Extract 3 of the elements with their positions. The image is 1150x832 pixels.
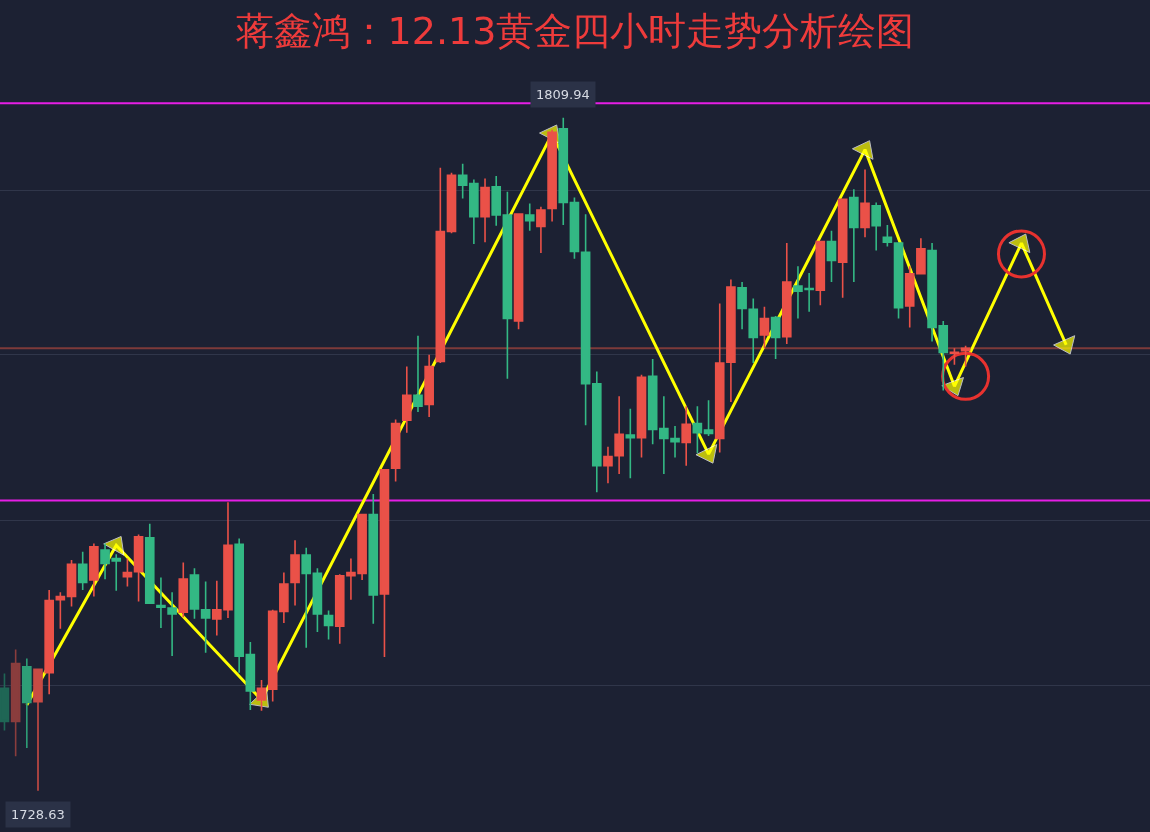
annotation: 1728.63 <box>11 807 65 822</box>
chart-title: 蒋鑫鸿：12.13黄金四小时走势分析绘图 <box>235 9 915 54</box>
annotation: 1809.94 <box>536 87 590 102</box>
